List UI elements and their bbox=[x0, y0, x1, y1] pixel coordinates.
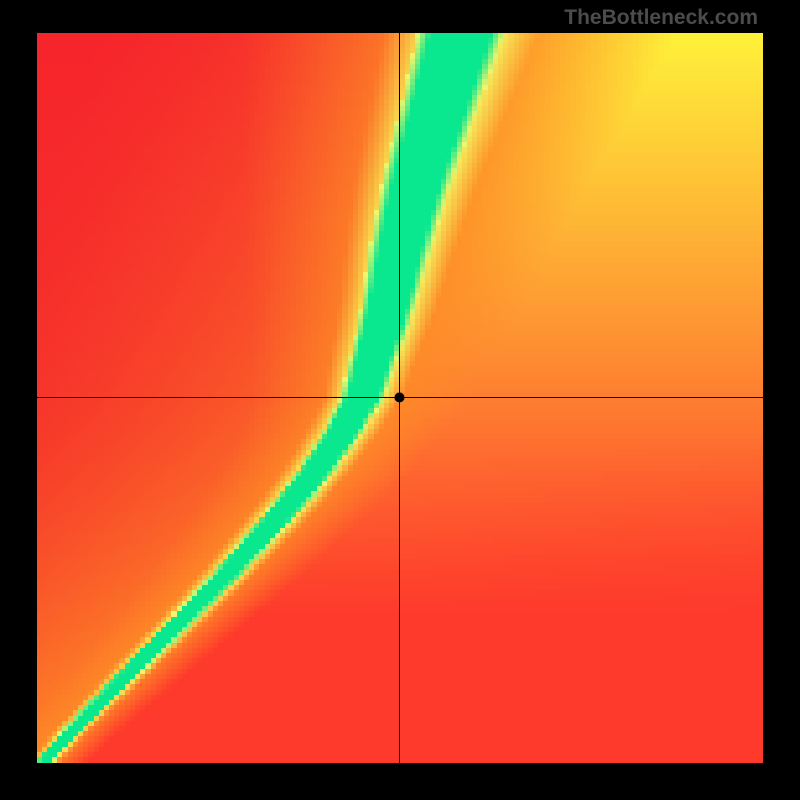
watermark-label: TheBottleneck.com bbox=[564, 6, 758, 30]
bottleneck-heatmap bbox=[37, 33, 763, 763]
chart-container: TheBottleneck.com bbox=[0, 0, 800, 800]
